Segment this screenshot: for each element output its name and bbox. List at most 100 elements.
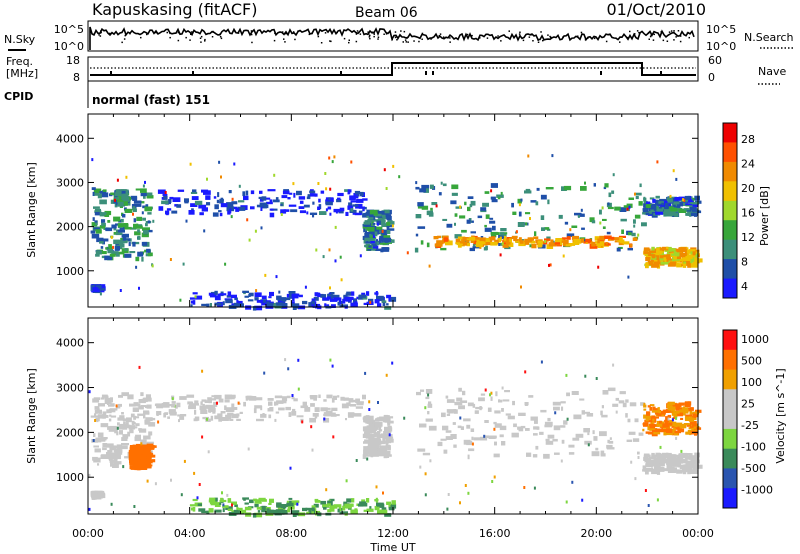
heatmap-cell [311, 510, 314, 515]
heatmap-cell [94, 208, 101, 213]
heatmap-cell [524, 240, 530, 245]
heatmap-cell [651, 208, 660, 212]
heatmap-cell [667, 417, 670, 421]
heatmap-cell [122, 197, 130, 202]
nsearch-point [608, 34, 610, 36]
heatmap-cell [457, 425, 462, 429]
heatmap-cell [273, 173, 276, 177]
heatmap-cell [141, 232, 149, 238]
heatmap-cell [450, 200, 457, 205]
heatmap-cell [581, 498, 584, 502]
heatmap-cell [230, 215, 233, 219]
nsearch-point [369, 37, 371, 40]
heatmap-cell [129, 459, 131, 463]
heatmap-cell [627, 247, 633, 251]
heatmap-cell [674, 213, 679, 217]
heatmap-cell [350, 160, 353, 164]
heatmap-cell [638, 201, 643, 206]
heatmap-cell [208, 407, 216, 413]
heatmap-cell [482, 240, 486, 245]
heatmap-cell [113, 461, 122, 465]
heatmap-cell [107, 249, 114, 254]
heatmap-cell [525, 222, 528, 226]
heatmap-cell [138, 286, 140, 290]
heatmap-cell [221, 491, 223, 495]
nsearch-point [219, 33, 221, 35]
heatmap-cell [359, 191, 364, 197]
heatmap-cell [302, 300, 308, 305]
heatmap-cell [473, 437, 481, 441]
heatmap-cell [506, 237, 511, 240]
heatmap-cell [566, 236, 571, 240]
heatmap-cell [289, 192, 293, 195]
heatmap-cell [285, 406, 291, 411]
heatmap-cell [306, 511, 310, 514]
heatmap-cell [239, 509, 247, 514]
heatmap-cell [493, 427, 496, 431]
heatmap-cell [108, 418, 112, 422]
heatmap-cell [133, 200, 142, 203]
heatmap-cell [668, 401, 675, 406]
heatmap-cell [359, 254, 362, 258]
heatmap-cell [387, 422, 391, 426]
heatmap-cell [99, 225, 106, 229]
heatmap-cell [118, 423, 127, 428]
station-title: Kapuskasing (fitACF) [92, 0, 257, 19]
heatmap-cell [388, 503, 397, 509]
heatmap-cell [298, 294, 303, 298]
heatmap-cell [291, 411, 297, 416]
heatmap-cell [249, 292, 254, 297]
heatmap-cell [333, 297, 342, 301]
nsearch-point [486, 37, 489, 39]
heatmap-cell [219, 200, 224, 204]
heatmap-cell [146, 479, 149, 483]
heatmap-cell [145, 448, 151, 452]
heatmap-cell [477, 215, 483, 219]
nsearch-point [518, 33, 521, 35]
heatmap-cell [646, 411, 651, 417]
heatmap-cell [562, 238, 566, 241]
heatmap-cell [368, 422, 375, 426]
heatmap-cell [331, 407, 338, 411]
heatmap-cell [374, 422, 380, 427]
heatmap-cell [102, 443, 108, 447]
heatmap-cell [137, 229, 140, 233]
heatmap-cell [95, 250, 102, 255]
heatmap-cell [135, 423, 140, 427]
heatmap-cell [515, 230, 518, 234]
heatmap-cell [328, 248, 331, 252]
heatmap-cell [237, 507, 243, 511]
heatmap-cell [466, 240, 470, 243]
heatmap-cell [269, 407, 274, 412]
heatmap-cell [693, 427, 702, 430]
heatmap-cell [430, 184, 434, 189]
freq-tick-bottom: 8 [73, 71, 80, 84]
heatmap-cell [459, 205, 462, 209]
heatmap-cell [484, 420, 489, 423]
heatmap-cell [421, 184, 430, 189]
heatmap-cell [141, 211, 144, 215]
heatmap-cell [532, 454, 538, 458]
heatmap-cell [544, 227, 550, 230]
nsearch-point [648, 38, 650, 40]
heatmap-cell [520, 198, 523, 202]
heatmap-cell [117, 201, 124, 207]
heatmap-cell [343, 397, 349, 401]
heatmap-cell [375, 239, 378, 243]
heatmap-cell [678, 196, 685, 200]
heatmap-cell [679, 409, 687, 413]
heatmap-cell [387, 447, 391, 451]
heatmap-cell [518, 203, 521, 207]
heatmap-cell [188, 210, 195, 215]
heatmap-cell [296, 415, 304, 418]
heatmap-cell [632, 237, 638, 241]
heatmap-cell [499, 253, 502, 257]
heatmap-cell [190, 507, 194, 511]
nsearch-point [549, 35, 551, 38]
heatmap-cell [123, 223, 128, 226]
colorbar-tick-label: 500 [741, 355, 762, 368]
nsearch-point [677, 30, 680, 32]
heatmap-cell [571, 391, 579, 395]
heatmap-cell [663, 209, 671, 213]
heatmap-cell [142, 184, 145, 188]
